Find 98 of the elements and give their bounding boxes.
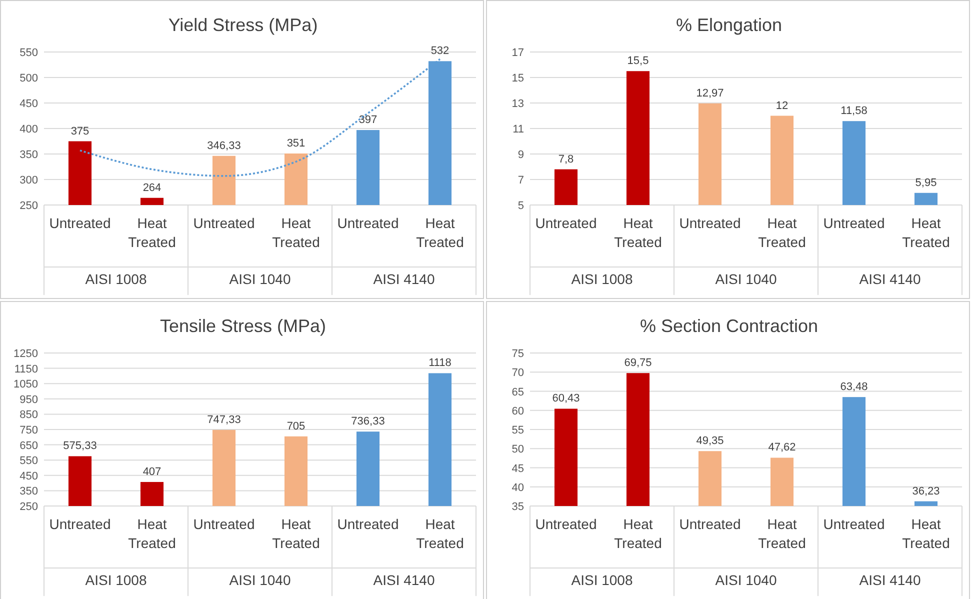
y-tick-label: 65 bbox=[512, 386, 524, 398]
y-tick-label: 9 bbox=[518, 149, 524, 161]
x-tick-label: Heat Treated bbox=[902, 516, 950, 551]
y-tick-label: 11 bbox=[512, 124, 524, 136]
x-tick-label: Untreated bbox=[49, 215, 111, 231]
data-label: 5,95 bbox=[915, 176, 937, 189]
x-tick-label: Heat Treated bbox=[902, 215, 950, 250]
data-label: 407 bbox=[142, 466, 162, 478]
data-label: 575,33 bbox=[63, 440, 97, 452]
y-tick-label: 550 bbox=[20, 455, 38, 468]
x-tick-label: Heat Treated bbox=[614, 516, 662, 551]
x-tick-label: Untreated bbox=[337, 215, 399, 231]
x-tick-label: Untreated bbox=[193, 516, 255, 532]
text: AISI 1040 bbox=[229, 572, 291, 588]
y-tick-label: 55 bbox=[512, 424, 524, 436]
x-tick-label: Untreated bbox=[193, 215, 255, 231]
x-tick-label: Heat Treated bbox=[128, 215, 176, 250]
data-label: 36,23 bbox=[912, 485, 940, 498]
data-label: 7,8 bbox=[558, 153, 574, 166]
text: AISI 1008 bbox=[85, 572, 147, 588]
y-tick-label: 250 bbox=[20, 200, 38, 212]
y-tick-label: 35 bbox=[512, 501, 524, 513]
x-tick-label: Untreated bbox=[679, 215, 741, 231]
x-tick-label: Untreated bbox=[49, 516, 111, 532]
y-tick-label: 350 bbox=[20, 149, 38, 161]
x-tick-label: Heat Treated bbox=[416, 516, 464, 551]
text: AISI 1008 bbox=[571, 572, 633, 588]
data-label: 264 bbox=[142, 182, 162, 194]
x-tick-label: Heat Treated bbox=[416, 215, 464, 250]
data-label: 1118 bbox=[428, 357, 452, 370]
text: AISI 1008 bbox=[571, 271, 633, 287]
y-tick-label: 75 bbox=[512, 348, 524, 360]
text: AISI 1040 bbox=[715, 271, 777, 287]
y-tick-label: 1250 bbox=[14, 348, 38, 360]
y-tick-label: 350 bbox=[20, 486, 38, 498]
y-tick-label: 60 bbox=[512, 405, 524, 418]
y-tick-label: 40 bbox=[512, 482, 524, 494]
data-label: 397 bbox=[358, 114, 378, 126]
x-tick-label: Untreated bbox=[535, 516, 597, 532]
x-tick-label: Untreated bbox=[337, 516, 399, 532]
y-tick-label: 450 bbox=[20, 98, 38, 110]
data-label: 532 bbox=[430, 45, 450, 58]
data-label: 346,33 bbox=[207, 140, 241, 152]
y-tick-label: 13 bbox=[512, 98, 524, 110]
y-tick-label: 300 bbox=[20, 174, 38, 186]
data-label: 747,33 bbox=[207, 414, 241, 426]
text: AISI 4140 bbox=[373, 572, 435, 588]
data-label: 47,62 bbox=[768, 442, 796, 454]
y-tick-label: 650 bbox=[20, 440, 38, 452]
chart-title: Tensile Stress (MPa) bbox=[160, 316, 326, 336]
x-tick-label: Heat Treated bbox=[758, 516, 806, 551]
text: AISI 4140 bbox=[859, 271, 921, 287]
data-label: 736,33 bbox=[351, 416, 385, 428]
x-tick-label: Untreated bbox=[535, 215, 597, 231]
y-tick-label: 7 bbox=[518, 174, 524, 186]
x-tick-label: Heat Treated bbox=[272, 516, 320, 551]
data-label: 705 bbox=[286, 420, 306, 432]
data-label: 12 bbox=[776, 100, 788, 112]
data-label: 60,43 bbox=[552, 392, 580, 405]
data-label: 69,75 bbox=[624, 357, 652, 370]
text: AISI 1040 bbox=[229, 271, 291, 287]
data-label: 63,48 bbox=[840, 381, 868, 394]
y-tick-label: 500 bbox=[20, 72, 38, 84]
data-label: 351 bbox=[286, 137, 306, 150]
y-tick-label: 17 bbox=[512, 47, 524, 59]
x-tick-label: Heat Treated bbox=[128, 516, 176, 551]
x-tick-label: Untreated bbox=[679, 516, 741, 532]
chart-title: % Section Contraction bbox=[640, 316, 818, 336]
chart-title: % Elongation bbox=[676, 15, 782, 35]
y-tick-label: 1050 bbox=[14, 378, 38, 391]
x-tick-label: Untreated bbox=[823, 215, 885, 231]
data-label: 15,5 bbox=[627, 55, 649, 68]
text: AISI 1008 bbox=[85, 271, 147, 287]
chart-title: Yield Stress (MPa) bbox=[168, 15, 318, 35]
y-tick-label: 850 bbox=[20, 409, 38, 422]
y-tick-label: 950 bbox=[20, 394, 38, 406]
data-label: 49,35 bbox=[696, 435, 724, 448]
y-tick-label: 45 bbox=[512, 462, 524, 475]
text: AISI 4140 bbox=[373, 271, 435, 287]
y-tick-label: 250 bbox=[20, 501, 38, 513]
data-label: 375 bbox=[70, 125, 90, 138]
y-tick-label: 400 bbox=[20, 124, 38, 136]
x-tick-label: Untreated bbox=[823, 516, 885, 532]
y-tick-label: 50 bbox=[512, 444, 524, 456]
y-tick-label: 1150 bbox=[14, 363, 38, 376]
x-tick-label: Heat Treated bbox=[272, 215, 320, 250]
text: AISI 1040 bbox=[715, 572, 777, 588]
y-tick-label: 5 bbox=[518, 200, 524, 212]
x-tick-label: Heat Treated bbox=[614, 215, 662, 250]
y-tick-label: 15 bbox=[512, 72, 524, 84]
text: AISI 4140 bbox=[859, 572, 921, 588]
data-label: 11,58 bbox=[840, 105, 868, 118]
y-tick-label: 450 bbox=[20, 470, 38, 482]
y-tick-label: 550 bbox=[20, 47, 38, 59]
data-label: 12,97 bbox=[696, 87, 724, 100]
y-tick-label: 750 bbox=[20, 424, 38, 436]
x-tick-label: Heat Treated bbox=[758, 215, 806, 250]
y-tick-label: 70 bbox=[512, 367, 524, 380]
